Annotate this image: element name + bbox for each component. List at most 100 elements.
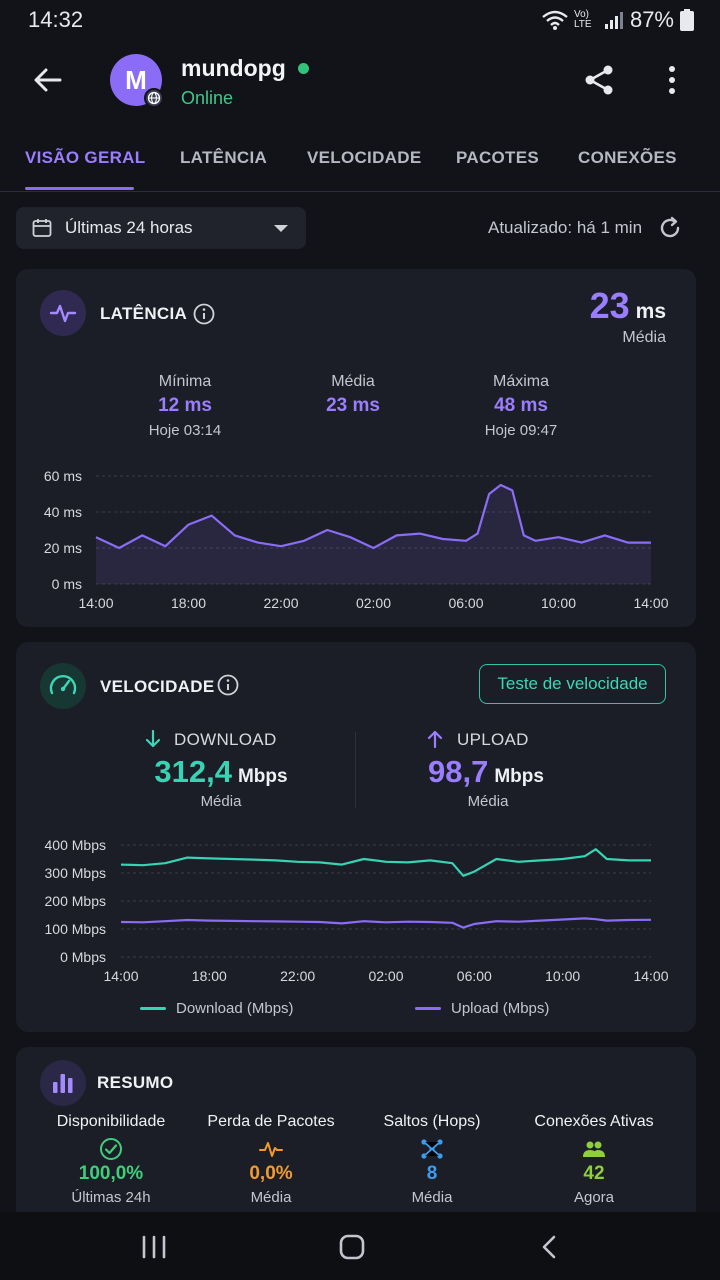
download-label: DOWNLOAD xyxy=(174,730,277,749)
max-label: Máxima xyxy=(492,373,549,390)
x-tick-label: 22:00 xyxy=(263,595,298,611)
speed-card: VELOCIDADE Teste de velocidade DOWNLOAD … xyxy=(16,642,696,1032)
hops-title: Saltos (Hops) xyxy=(383,1113,481,1130)
min-time: Hoje 03:14 xyxy=(148,422,222,439)
x-tick-label: 02:00 xyxy=(368,968,403,982)
latency-average-value: 23 xyxy=(589,285,630,326)
availability-stat: Disponibilidade 100,0% Últimas 24h xyxy=(26,1113,196,1206)
status-bar: 14:32 Vo) LTE 87% xyxy=(0,0,720,40)
status-icons: Vo) LTE 87% xyxy=(542,7,694,33)
latency-card: LATÊNCIA 23 ms Média Mínima 12 ms Hoje 0… xyxy=(16,269,696,627)
legend-label-download: Download (Mbps) xyxy=(176,1000,294,1017)
tab-packets[interactable]: PACOTES xyxy=(456,148,540,167)
globe-icon xyxy=(144,88,164,108)
y-tick-label: 60 ms xyxy=(44,468,82,484)
network-icon xyxy=(421,1139,443,1159)
upload-label: UPLOAD xyxy=(457,730,529,749)
speedometer-icon xyxy=(40,663,86,709)
speed-test-button[interactable]: Teste de velocidade xyxy=(479,664,666,704)
battery-percent: 87% xyxy=(629,7,674,32)
x-tick-label: 14:00 xyxy=(633,968,668,982)
x-tick-label: 06:00 xyxy=(457,968,492,982)
divider xyxy=(355,732,356,808)
legend-download: Download (Mbps) xyxy=(140,1000,294,1017)
latency-title: LATÊNCIA xyxy=(100,304,188,323)
min-value: 12 ms xyxy=(158,395,212,416)
packet-loss-stat: Perda de Pacotes 0,0% Média xyxy=(186,1113,356,1206)
info-icon[interactable] xyxy=(193,303,215,325)
more-options-icon[interactable] xyxy=(656,62,688,98)
refresh-icon[interactable] xyxy=(658,216,682,240)
avg-value: 23 ms xyxy=(326,395,380,416)
y-tick-label: 100 Mbps xyxy=(45,921,106,937)
upload-unit: Mbps xyxy=(494,766,544,787)
download-unit: Mbps xyxy=(237,766,288,787)
info-icon[interactable] xyxy=(217,674,239,696)
y-tick-label: 300 Mbps xyxy=(45,865,106,881)
users-icon xyxy=(583,1141,605,1157)
x-tick-label: 10:00 xyxy=(541,595,576,611)
last-updated: Atualizado: há 1 min xyxy=(488,218,643,237)
x-tick-label: 18:00 xyxy=(192,968,227,982)
latency-chart: 60 ms 40 ms 20 ms 0 ms 14:00 18:00 22:00 02:00 0… xyxy=(44,468,669,611)
series-line-1 xyxy=(120,917,652,929)
avg-label: Média xyxy=(331,373,375,390)
hops-value: 8 xyxy=(426,1163,438,1184)
legend-swatch-upload xyxy=(415,1007,441,1010)
battery-icon xyxy=(680,9,694,31)
y-tick-label: 0 Mbps xyxy=(60,949,106,965)
back-arrow-icon[interactable] xyxy=(30,62,66,98)
share-icon[interactable] xyxy=(582,62,618,98)
pulse-icon xyxy=(40,290,86,336)
latency-average: 23 ms xyxy=(590,285,666,327)
y-tick-label: 200 Mbps xyxy=(45,893,106,909)
back-icon[interactable] xyxy=(538,1234,562,1260)
availability-sub: Últimas 24h xyxy=(71,1189,151,1206)
pulse-icon xyxy=(259,1142,283,1157)
arrow-up-icon xyxy=(427,730,443,749)
availability-title: Disponibilidade xyxy=(56,1113,166,1130)
volte-indicator: Vo) LTE xyxy=(573,9,592,30)
upload-value: 98,7 xyxy=(428,754,489,789)
active-connections-value: 42 xyxy=(583,1163,605,1184)
tab-overview[interactable]: VISÃO GERAL xyxy=(25,148,146,167)
legend-swatch-download xyxy=(140,1007,166,1010)
tab-connections[interactable]: CONEXÕES xyxy=(578,148,677,167)
active-tab-indicator xyxy=(25,187,134,190)
arrow-down-icon xyxy=(145,729,161,748)
tab-latency[interactable]: LATÊNCIA xyxy=(180,148,268,167)
clock: 14:32 xyxy=(28,7,84,32)
x-tick-label: 14:00 xyxy=(78,595,113,611)
presence-status: Online xyxy=(181,88,234,108)
y-tick-label: 400 Mbps xyxy=(45,837,106,853)
upload-sub: Média xyxy=(467,793,509,810)
series-line-0 xyxy=(120,848,651,877)
active-connections-sub: Agora xyxy=(573,1189,615,1206)
summary-title: RESUMO xyxy=(97,1073,174,1092)
bar-chart-icon xyxy=(40,1060,86,1106)
home-icon[interactable] xyxy=(338,1234,366,1260)
x-tick-label: 14:00 xyxy=(103,968,138,982)
y-tick-label: 0 ms xyxy=(52,576,82,592)
x-tick-label: 18:00 xyxy=(171,595,206,611)
time-range-value: Últimas 24 horas xyxy=(65,218,193,237)
packet-loss-value: 0,0% xyxy=(249,1163,293,1184)
latency-average-unit: ms xyxy=(635,300,666,323)
recent-apps-icon[interactable] xyxy=(140,1234,168,1260)
hops-stat: Saltos (Hops) 8 Média xyxy=(347,1113,517,1206)
time-range-dropdown[interactable]: Últimas 24 horas xyxy=(16,207,306,249)
calendar-icon xyxy=(32,219,52,237)
y-tick-label: 40 ms xyxy=(44,504,82,520)
x-tick-label: 06:00 xyxy=(448,595,483,611)
x-tick-label: 14:00 xyxy=(633,595,668,611)
max-value: 48 ms xyxy=(494,395,548,416)
tab-speed[interactable]: VELOCIDADE xyxy=(307,148,422,167)
latency-average-label: Média xyxy=(622,329,666,346)
summary-card: RESUMO Disponibilidade 100,0% Últimas 24… xyxy=(16,1047,696,1227)
tab-bar: VISÃO GERAL LATÊNCIA VELOCIDADE PACOTES … xyxy=(0,130,720,192)
download-average: 312,4 Mbps xyxy=(116,754,326,790)
active-connections-stat: Conexões Ativas 42 Agora xyxy=(509,1113,679,1206)
download-value: 312,4 xyxy=(154,754,232,789)
x-tick-label: 22:00 xyxy=(280,968,315,982)
series-line-0 xyxy=(95,483,651,550)
